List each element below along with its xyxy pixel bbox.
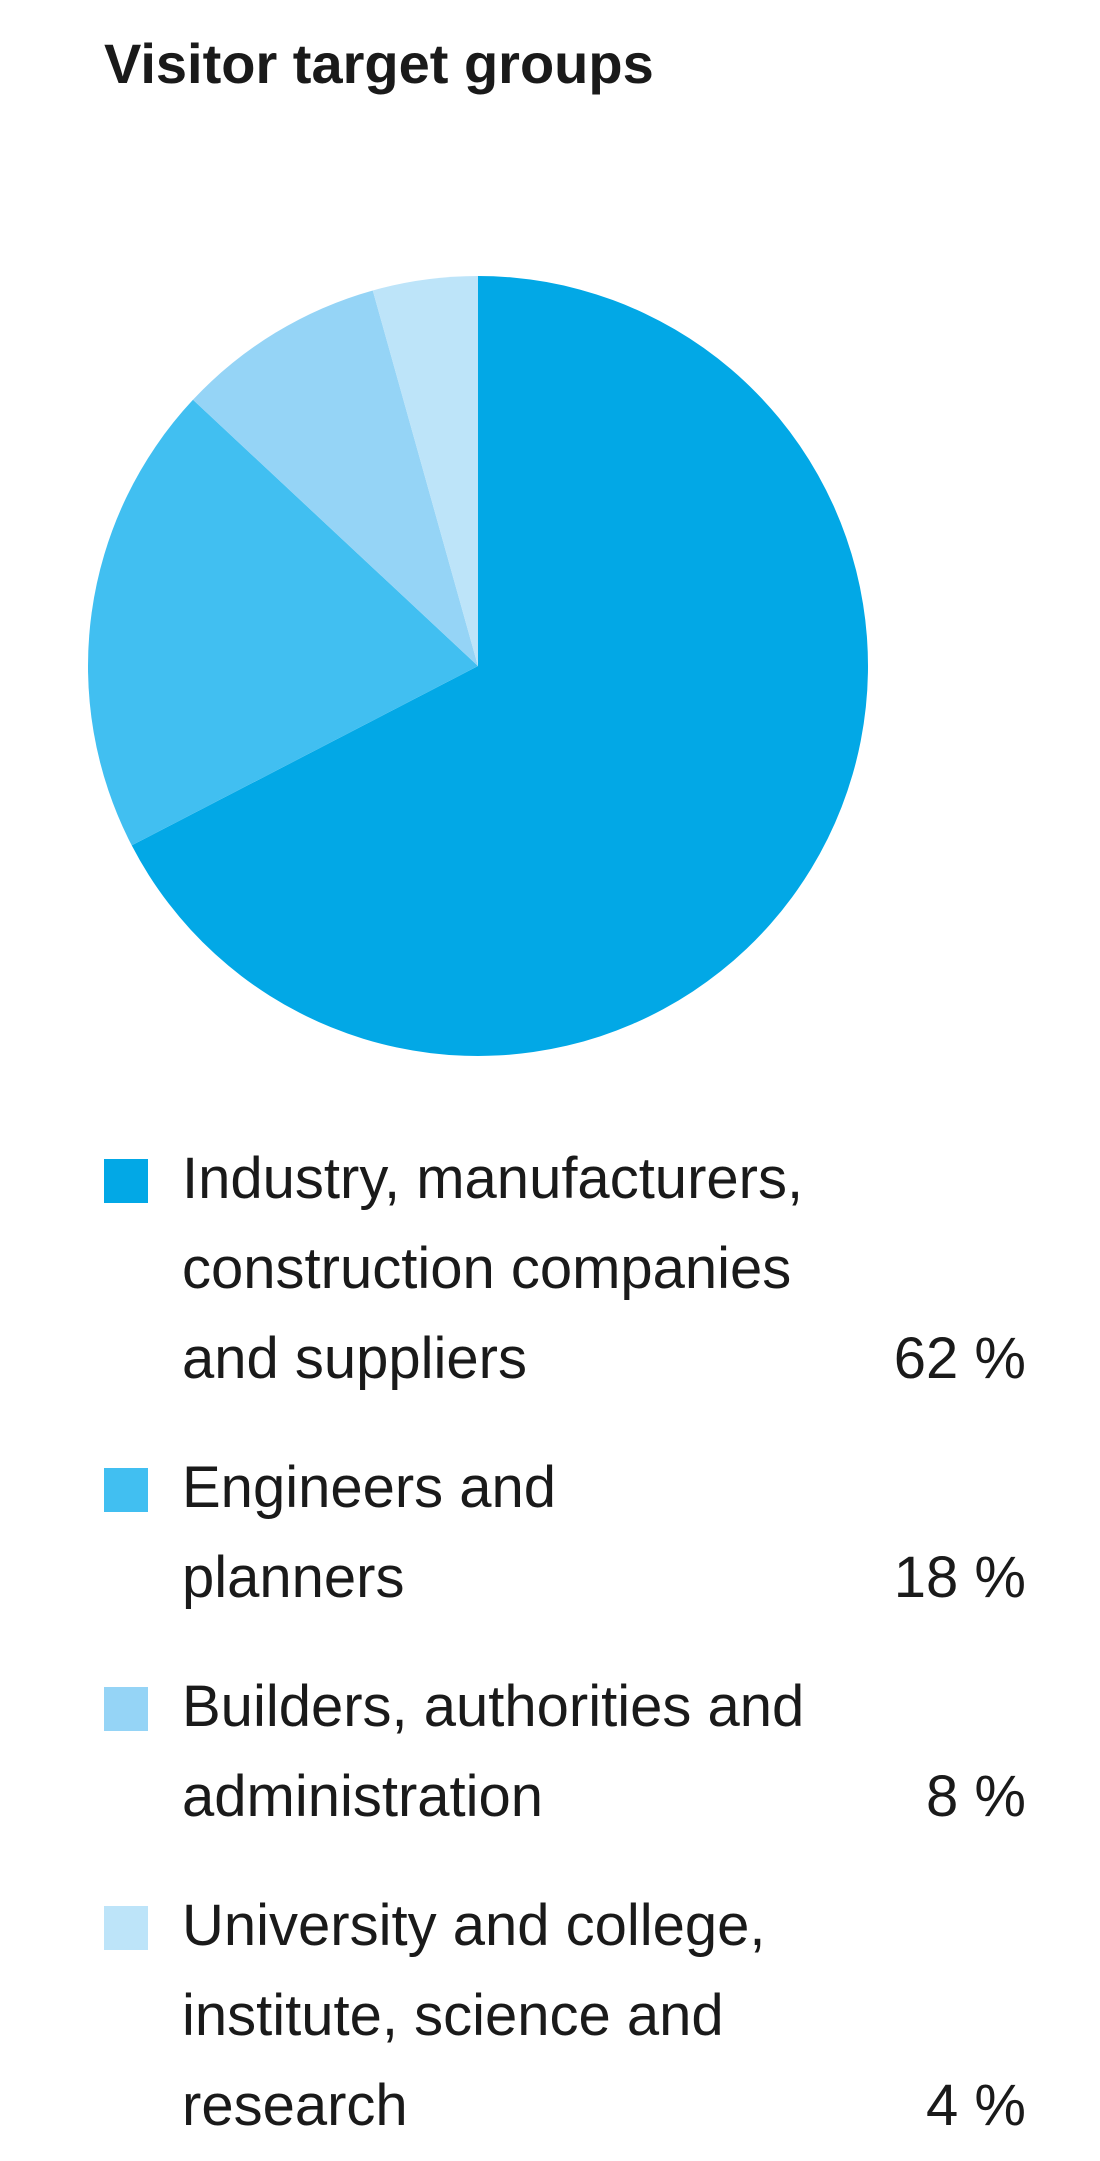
- pie-slice-0: [131, 276, 869, 1056]
- legend-label: Builders, authorities and: [182, 1674, 805, 1739]
- legend-label: construction companies: [182, 1236, 792, 1301]
- legend-item: Industry, manufacturers, construction com…: [104, 1134, 1026, 1404]
- legend-swatch: [104, 1687, 148, 1731]
- legend-label: University and college,: [182, 1893, 766, 1958]
- legend-item: Builders, authorities and administration 8…: [104, 1662, 1026, 1842]
- pie-slice-3: [372, 276, 478, 666]
- legend-label: planners: [182, 1545, 405, 1610]
- legend-swatch: [104, 1468, 148, 1512]
- legend-value: 18 %: [893, 1545, 1026, 1610]
- legend-value: 8 %: [926, 1764, 1026, 1829]
- legend-label: institute, science and: [182, 1983, 724, 2048]
- pie-slice-1: [87, 399, 478, 846]
- legend-swatch: [104, 1159, 148, 1203]
- legend-item: Engineers and planners 18 %: [104, 1443, 1026, 1623]
- pie-slice-2: [192, 290, 478, 666]
- legend-label: Engineers and: [182, 1455, 557, 1520]
- pie-chart: [87, 276, 869, 1056]
- legend-value: 4 %: [926, 2073, 1026, 2138]
- legend: Industry, manufacturers, construction com…: [104, 1134, 1026, 2151]
- legend-value: 62 %: [893, 1326, 1026, 1391]
- legend-label: administration: [182, 1764, 544, 1829]
- legend-item: University and college, institute, scienc…: [104, 1881, 1026, 2151]
- chart-title: Visitor target groups: [104, 32, 654, 95]
- legend-label: research: [182, 2073, 408, 2138]
- legend-label: Industry, manufacturers,: [182, 1146, 804, 1211]
- legend-swatch: [104, 1906, 148, 1950]
- legend-label: and suppliers: [182, 1326, 527, 1391]
